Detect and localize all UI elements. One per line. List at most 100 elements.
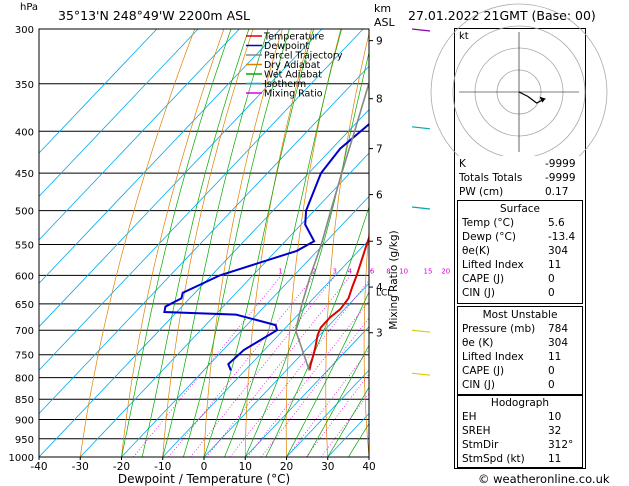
pressure-tick-label: 900 <box>15 416 34 427</box>
series-temperature <box>308 234 369 371</box>
mixing-ratio-line <box>190 275 336 457</box>
most-unstable-row: Pressure (mb) 784 <box>462 323 578 335</box>
pressure-tick-label: 850 <box>15 395 34 406</box>
most-unstable-value: 11 <box>548 351 562 363</box>
mixing-ratio-label: 2 <box>312 267 316 275</box>
pressure-tick-label: 350 <box>15 80 34 91</box>
legend-label: Temperature <box>263 32 324 43</box>
pressure-tick-label: 950 <box>15 435 34 446</box>
km-tick-label: 9 <box>376 36 383 48</box>
surface-title: Surface <box>499 203 540 215</box>
location-title: 35°13'N 248°49'W 2200m ASL <box>58 8 251 23</box>
wind-barb-icon <box>411 28 431 32</box>
legend-label: Isotherm <box>264 79 306 90</box>
wet-adiabat <box>286 291 369 457</box>
hodograph-index-row: StmSpd (kt) 11 <box>462 453 578 465</box>
series-parcel-trajectory <box>294 80 369 371</box>
isotherm-line <box>39 29 158 154</box>
most-unstable-key: θe (K) <box>462 337 494 349</box>
isotherm-line <box>39 29 323 328</box>
mixing-ratio-line <box>133 275 282 457</box>
km-tick-label: 7 <box>376 144 383 156</box>
mixing-ratio-label: 15 <box>424 267 433 275</box>
skewt-grid <box>39 29 629 457</box>
wind-barb-icon <box>411 206 431 210</box>
km-tick-label: 8 <box>376 94 383 106</box>
temp-tick-label: 40 <box>362 461 375 473</box>
wet-adiabat <box>183 29 290 457</box>
index-k-row: K -9999 <box>459 158 581 170</box>
isotherm-line <box>39 29 281 284</box>
hodograph-index-value: 32 <box>548 425 562 437</box>
legend-label: Dry Adiabat <box>264 60 321 71</box>
hodograph-index-value: 10 <box>548 411 562 423</box>
indices-panel: K -9999 Totals Totals -9999 PW (cm) 0.17 Su… <box>454 156 586 469</box>
most-unstable-row: CIN (J) 0 <box>462 379 578 391</box>
km-tick-label: 4 <box>376 282 383 294</box>
surface-value: 0 <box>548 273 555 285</box>
temp-tick-label: 30 <box>321 461 334 473</box>
most-unstable-key: Lifted Index <box>462 351 524 363</box>
km-tick-label: 3 <box>376 328 383 340</box>
most-unstable-value: 304 <box>548 337 569 349</box>
dry-adiabat <box>285 29 342 457</box>
temp-tick-label: 20 <box>280 461 293 473</box>
surface-value: 304 <box>548 245 569 257</box>
mixing-ratio-axis-label: Mixing Ratio (g/kg) <box>388 230 400 329</box>
temp-tick-label: 0 <box>201 461 208 473</box>
series-dewpoint <box>163 122 369 371</box>
mixing-ratio-line <box>320 392 369 457</box>
lcl-label: LCL <box>376 289 392 299</box>
asl-label: ASL <box>374 16 395 29</box>
hodograph-kt-label: kt <box>459 31 469 42</box>
isotherm-line <box>39 65 369 415</box>
surface-key: Lifted Index <box>462 259 524 271</box>
isotherm-line <box>286 369 369 457</box>
pressure-tick-label: 800 <box>15 374 34 385</box>
isotherm-line <box>162 239 369 457</box>
dry-adiabat <box>602 29 629 457</box>
hodograph-index-row: StmDir 312° <box>462 439 578 451</box>
mixing-ratio-line <box>260 317 369 457</box>
wet-adiabat <box>244 51 369 457</box>
surface-row: Temp (°C) 5.6 <box>462 217 578 229</box>
hodograph-index-row: EH 10 <box>462 411 578 423</box>
temp-tick-label: -10 <box>154 461 171 473</box>
wet-adiabat <box>121 29 232 457</box>
hodograph-panel: kt <box>454 28 586 158</box>
surface-key: θe(K) <box>462 245 490 257</box>
dry-adiabat <box>244 29 312 457</box>
wet-adiabat <box>162 29 269 457</box>
mixing-ratio-label: 6 <box>370 267 375 275</box>
pressure-tick-label: 400 <box>15 127 34 138</box>
mixing-ratio-label: 10 <box>399 267 408 275</box>
wet-adiabat <box>203 29 314 457</box>
legend-label: Parcel Trajectory <box>264 51 343 62</box>
index-tt-key: Totals Totals <box>459 172 523 184</box>
index-tt-row: Totals Totals -9999 <box>459 172 581 184</box>
mixing-ratio-line <box>168 275 316 457</box>
mixing-ratio-label: 20 <box>441 267 450 275</box>
pressure-tick-label: 450 <box>15 169 34 180</box>
isotherm-line <box>203 282 369 457</box>
km-tick-label: 6 <box>376 190 383 202</box>
pressure-tick-label: 550 <box>15 240 34 251</box>
hpa-label: hPa <box>20 2 39 13</box>
skewt-series <box>163 80 369 371</box>
mixing-ratio-line <box>229 279 369 457</box>
hodograph-index-title: Hodograph <box>490 397 550 409</box>
pressure-tick-label: 500 <box>15 207 34 218</box>
most-unstable-row: CAPE (J) 0 <box>462 365 578 377</box>
legend-label: Wet Adiabat <box>264 70 322 81</box>
wind-barb-icon <box>411 372 431 376</box>
dry-adiabat <box>121 29 225 457</box>
isotherm-line <box>79 152 369 457</box>
surface-row: CIN (J) 0 <box>462 287 578 299</box>
dry-adiabat <box>401 29 428 457</box>
surface-value: 5.6 <box>548 217 565 229</box>
surface-key: Dewp (°C) <box>462 231 516 243</box>
index-pw-key: PW (cm) <box>459 186 504 198</box>
hodograph-index-box: Hodograph EH 10 SREH 32 StmDir 312° StmSpd (kt… <box>457 394 583 468</box>
dry-adiabat <box>162 29 254 457</box>
